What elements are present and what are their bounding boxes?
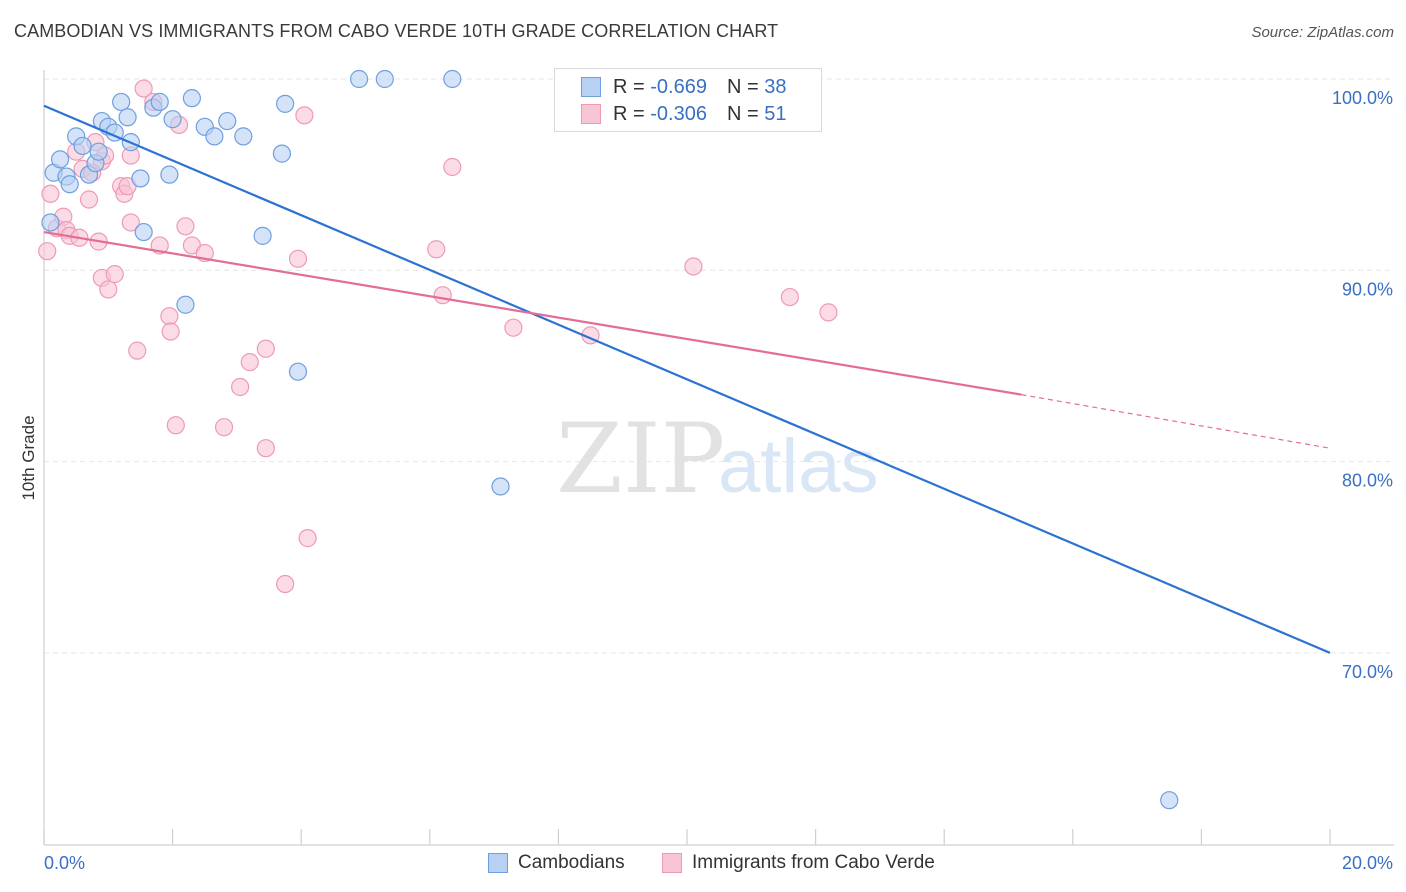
cambodians-point — [150, 92, 169, 112]
cambodians-point — [50, 150, 70, 169]
caboverde-point — [240, 353, 259, 372]
cambodians-point — [182, 89, 201, 108]
series-legend: Cambodians Immigrants from Cabo Verde — [0, 852, 1406, 878]
y-axis-label: 10th Grade — [19, 415, 38, 500]
cambodians-point — [218, 111, 237, 131]
series-cambodians-points — [41, 69, 1179, 810]
legend-label: Cambodians — [518, 852, 625, 873]
cambodians-point — [234, 127, 253, 146]
caboverde-point — [684, 257, 703, 276]
caboverde-point — [176, 217, 195, 236]
cambodians-trend-line — [43, 104, 1331, 654]
cambodians-legend-swatch — [488, 853, 508, 873]
caboverde-point — [160, 307, 179, 326]
r-label: R = — [613, 102, 645, 125]
cambodians-point — [272, 144, 292, 163]
stats-row-caboverde: R = -0.306 N = 51 — [555, 101, 786, 127]
cambodians-point — [375, 69, 394, 89]
caboverde-point — [128, 341, 147, 360]
caboverde-point — [105, 265, 124, 284]
r-value: -0.669 — [650, 75, 707, 98]
caboverde-point — [288, 249, 308, 268]
cambodians-point — [253, 226, 272, 245]
y-tick-label: 70.0% — [1342, 662, 1393, 682]
caboverde-point — [231, 377, 250, 397]
legend-item-cambodians[interactable]: Cambodians — [488, 852, 625, 874]
r-label: R = — [613, 75, 645, 98]
y-tick-label: 80.0% — [1342, 471, 1393, 491]
cambodians-point — [131, 169, 150, 188]
cambodians-point — [443, 69, 462, 89]
r-value: -0.306 — [650, 102, 707, 125]
cambodians-point — [89, 142, 108, 161]
source-label: Source: ZipAtlas.com — [1251, 24, 1394, 41]
cambodians-point — [1160, 791, 1179, 810]
cambodians-point — [41, 213, 60, 232]
caboverde-point — [121, 213, 140, 232]
caboverde-point — [38, 242, 57, 261]
n-value: 51 — [764, 102, 787, 125]
caboverde-swatch — [581, 104, 601, 124]
x-tick-labels: 0.0% 20.0% — [44, 853, 1393, 873]
caboverde-point — [427, 240, 446, 259]
caboverde-point — [134, 79, 153, 98]
y-tick-labels: 100.0% 90.0% 80.0% 70.0% — [1332, 88, 1393, 682]
y-tick-label: 100.0% — [1332, 88, 1393, 108]
series-caboverde-points — [38, 79, 838, 594]
cambodians-point — [112, 92, 131, 112]
cambodians-point — [160, 165, 179, 184]
caboverde-point — [504, 318, 523, 337]
x-tick-label: 20.0% — [1342, 853, 1393, 873]
caboverde-point — [433, 286, 452, 305]
n-label: N = — [726, 75, 759, 98]
legend-item-caboverde[interactable]: Immigrants from Cabo Verde — [662, 852, 935, 874]
caboverde-point — [298, 529, 317, 548]
caboverde-point — [276, 574, 295, 594]
cambodians-point — [205, 127, 224, 146]
watermark-atlas: atlas — [718, 424, 879, 509]
n-label: N = — [726, 102, 759, 125]
y-tick-label: 90.0% — [1342, 279, 1393, 299]
stats-row-cambodians: R = -0.669 N = 38 — [555, 74, 786, 100]
stats-legend: R = -0.669 N = 38 R = -0.306 N = 51 — [554, 68, 822, 132]
caboverde-point — [443, 157, 462, 177]
watermark: ZIP atlas — [556, 403, 879, 515]
chart-title: CAMBODIAN VS IMMIGRANTS FROM CABO VERDE … — [14, 21, 779, 41]
cambodians-point — [288, 362, 308, 381]
caboverde-point — [41, 184, 60, 203]
trend-lines — [43, 104, 1331, 654]
cambodians-point — [349, 69, 369, 89]
caboverde-point — [79, 190, 99, 209]
caboverde-point — [99, 280, 118, 299]
cambodians-point — [163, 110, 182, 129]
cambodians-point — [276, 94, 295, 113]
caboverde-point — [214, 418, 234, 437]
caboverde-point — [161, 322, 180, 341]
legend-label: Immigrants from Cabo Verde — [692, 852, 935, 873]
caboverde-point — [780, 287, 799, 307]
caboverde-point — [256, 339, 275, 358]
watermark-zip: ZIP — [556, 403, 725, 515]
n-value: 38 — [764, 75, 787, 98]
caboverde-legend-swatch — [662, 853, 682, 873]
cambodians-swatch — [581, 77, 601, 97]
cambodians-point — [118, 108, 137, 127]
caboverde-point — [256, 439, 275, 458]
cambodians-point — [134, 222, 153, 242]
caboverde-trend-extension — [1021, 394, 1331, 449]
caboverde-point — [166, 416, 185, 435]
cambodians-point — [73, 136, 92, 156]
x-tick-label: 0.0% — [44, 853, 85, 873]
caboverde-point — [295, 106, 314, 125]
cambodians-point — [176, 295, 195, 314]
caboverde-point — [819, 303, 838, 322]
cambodians-point — [60, 175, 79, 194]
cambodians-point — [491, 477, 510, 496]
caboverde-trend-line — [43, 230, 1022, 396]
